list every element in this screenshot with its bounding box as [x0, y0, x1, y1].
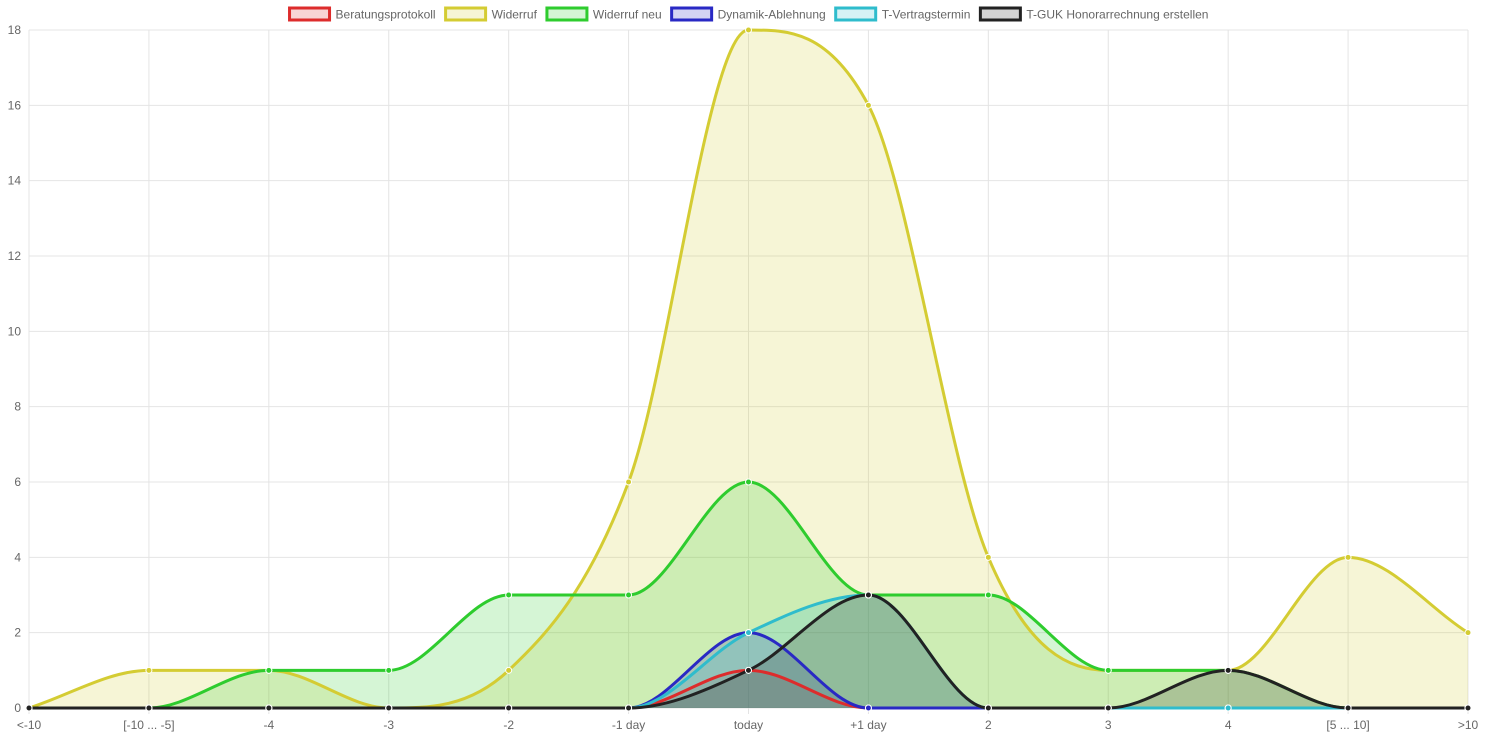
- data-point[interactable]: [984, 553, 992, 561]
- data-point[interactable]: [864, 704, 872, 712]
- legend-label: Widerruf: [492, 8, 538, 22]
- series-area: [29, 670, 1468, 708]
- x-tick-label: -2: [503, 718, 514, 732]
- y-tick-label: 18: [8, 23, 22, 37]
- x-tick-label: today: [734, 718, 763, 732]
- y-tick-label: 6: [14, 475, 21, 489]
- legend-label: Widerruf neu: [593, 8, 662, 22]
- grid-lines: [28, 29, 1469, 714]
- legend-label: Beratungsprotokoll: [336, 8, 436, 22]
- legend-label: T-GUK Honorarrechnung erstellen: [1026, 8, 1208, 22]
- x-tick-label: [5 ... 10]: [1326, 718, 1369, 732]
- series-points: [25, 26, 1472, 712]
- data-point[interactable]: [1344, 704, 1352, 712]
- legend: Beratungsprotokoll Widerruf Widerruf neu Dy…: [288, 6, 1208, 22]
- legend-item[interactable]: Dynamik-Ablehnung: [670, 6, 826, 22]
- data-point[interactable]: [25, 704, 33, 712]
- data-point[interactable]: [1104, 704, 1112, 712]
- data-point[interactable]: [1104, 666, 1112, 674]
- legend-item[interactable]: Beratungsprotokoll: [288, 6, 436, 22]
- data-point[interactable]: [984, 704, 992, 712]
- x-tick-label: -4: [263, 718, 274, 732]
- data-point[interactable]: [265, 666, 273, 674]
- x-tick-label: -3: [383, 718, 394, 732]
- x-tick-label: [-10 ... -5]: [123, 718, 174, 732]
- data-point[interactable]: [864, 101, 872, 109]
- series-area: [29, 30, 1468, 708]
- data-point[interactable]: [1464, 704, 1472, 712]
- legend-swatch: [288, 6, 332, 22]
- data-point[interactable]: [745, 26, 752, 34]
- y-tick-label: 4: [14, 550, 21, 564]
- legend-swatch: [978, 6, 1022, 22]
- data-point[interactable]: [625, 478, 633, 486]
- legend-swatch: [545, 6, 589, 22]
- data-point[interactable]: [745, 629, 752, 637]
- y-tick-label: 8: [14, 400, 21, 414]
- data-point[interactable]: [625, 704, 633, 712]
- x-tick-label: <-10: [17, 718, 42, 732]
- legend-item[interactable]: T-Vertragstermin: [834, 6, 971, 22]
- data-point[interactable]: [265, 704, 273, 712]
- data-point[interactable]: [145, 666, 153, 674]
- x-tick-label: >10: [1458, 718, 1479, 732]
- y-tick-label: 10: [8, 324, 22, 338]
- legend-item[interactable]: Widerruf: [444, 6, 538, 22]
- data-point[interactable]: [385, 666, 393, 674]
- legend-item[interactable]: Widerruf neu: [545, 6, 662, 22]
- x-tick-label: -1 day: [612, 718, 645, 732]
- data-point[interactable]: [745, 666, 752, 674]
- y-tick-label: 12: [8, 249, 22, 263]
- data-point[interactable]: [145, 704, 153, 712]
- legend-label: Dynamik-Ablehnung: [718, 8, 826, 22]
- data-point[interactable]: [505, 704, 513, 712]
- series-area: [29, 595, 1468, 708]
- legend-swatch: [444, 6, 488, 22]
- data-point[interactable]: [625, 591, 633, 599]
- data-point[interactable]: [1224, 704, 1232, 712]
- data-point[interactable]: [1224, 666, 1232, 674]
- x-tick-label: 2: [985, 718, 992, 732]
- legend-swatch: [834, 6, 878, 22]
- legend-label: T-Vertragstermin: [882, 8, 971, 22]
- data-point[interactable]: [505, 591, 513, 599]
- data-point[interactable]: [745, 478, 752, 486]
- y-tick-label: 0: [14, 701, 21, 715]
- y-tick-label: 16: [8, 98, 22, 112]
- data-point[interactable]: [864, 591, 872, 599]
- data-point[interactable]: [1344, 553, 1352, 561]
- series-area: [29, 482, 1468, 708]
- y-tick-label: 14: [8, 174, 22, 188]
- x-tick-label: +1 day: [850, 718, 886, 732]
- series-areas: [29, 30, 1468, 708]
- y-tick-label: 2: [14, 626, 21, 640]
- data-point[interactable]: [984, 591, 992, 599]
- x-tick-label: 4: [1225, 718, 1232, 732]
- legend-swatch: [670, 6, 714, 22]
- data-point[interactable]: [1464, 629, 1472, 637]
- x-tick-label: 3: [1105, 718, 1112, 732]
- axis-ticks: 0 2 4 6 8 10 12 14 16 18 <-10 [-10 ... -5] -4 -3 -2 -1 …: [8, 23, 1479, 732]
- data-point[interactable]: [385, 704, 393, 712]
- legend-item[interactable]: T-GUK Honorarrechnung erstellen: [978, 6, 1208, 22]
- series-area: [29, 595, 1468, 708]
- data-point[interactable]: [505, 666, 513, 674]
